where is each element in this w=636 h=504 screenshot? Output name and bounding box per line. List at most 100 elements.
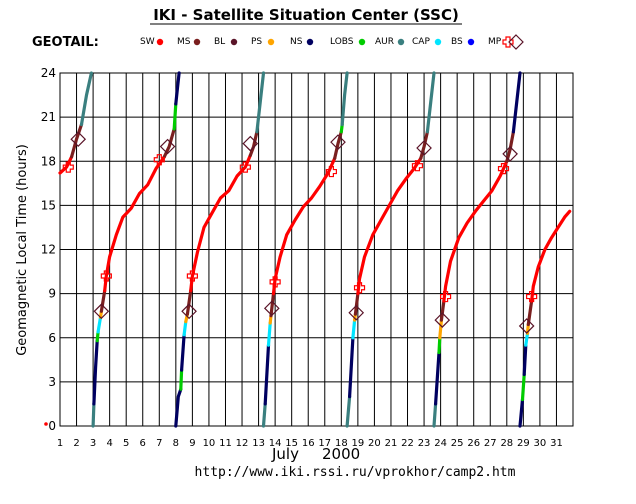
x-tick-label: 20 <box>368 438 381 449</box>
bs-diamond-marker <box>70 131 87 148</box>
x-axis-ticks: 1 2 3 4 5 6 7 8 9 10 11 12 13 14 15 16 17 18 19 20 21 22 23 24 2… <box>57 438 563 449</box>
orbit-segment-ms <box>505 130 516 163</box>
orbit-segment-cap <box>351 318 357 340</box>
bs-diamond-marker <box>348 304 365 321</box>
x-tick-label: 5 <box>123 438 129 449</box>
orbit-segment-ms <box>439 299 446 322</box>
legend-label-ms: MS <box>177 37 191 47</box>
orbit-segment-ns <box>511 71 522 134</box>
legend: SW MS BL PS NS LOBS AUR CAP BS MP <box>140 34 524 50</box>
bs-diamond-marker <box>330 134 346 150</box>
orbit-segment-sw <box>103 155 166 293</box>
x-tick-label: 9 <box>189 438 195 449</box>
satellite-name: GEOTAIL: <box>32 35 99 50</box>
orbit-segment-cap <box>182 320 188 337</box>
bs-diamond-marker <box>242 135 259 152</box>
legend-marker-aur <box>397 38 405 46</box>
orbit-segment-aur <box>261 402 267 428</box>
orbit-segment-aur <box>345 395 352 428</box>
mp-crossing-marker <box>153 154 165 166</box>
legend-marker-ns <box>306 38 314 46</box>
x-tick-label: 23 <box>418 438 431 449</box>
orbit-segment-ms <box>333 130 343 160</box>
orbit-segment-aur <box>340 71 349 127</box>
orbit-segment-ns <box>92 339 99 406</box>
legend-marker-cap <box>434 38 442 46</box>
bs-diamond-marker <box>434 312 451 328</box>
mp-crossing-marker <box>239 161 251 173</box>
bs-diamond-marker <box>518 318 535 334</box>
orbit-segment-cap <box>96 315 103 334</box>
mp-crossing-marker <box>100 270 112 282</box>
orbit-segment-ns <box>174 71 181 106</box>
legend-marker-bl <box>230 38 238 46</box>
legend-marker-bs <box>467 38 475 46</box>
bs-diamond-marker <box>416 140 432 156</box>
y-tick-label: 12 <box>41 243 56 257</box>
y-tick-label: 0 <box>48 419 56 433</box>
orbit-segment-ns <box>174 387 183 428</box>
x-tick-label: 15 <box>285 438 298 449</box>
orbit-segment-sw <box>189 153 252 293</box>
orbit-segment-ns <box>434 350 441 406</box>
x-tick-label: 31 <box>550 438 563 449</box>
mp-crossing-marker <box>411 160 424 172</box>
mp-crossing-marker <box>186 270 198 282</box>
mp-crossing-marker <box>353 282 366 294</box>
orbit-series <box>58 71 572 428</box>
orbit-segment-ns <box>180 333 186 372</box>
x-tick-label: 1 <box>57 438 63 449</box>
mp-crossing-marker <box>325 165 337 178</box>
bs-diamond-marker <box>502 146 518 162</box>
orbit-segment-sw <box>356 156 423 296</box>
orbit-segment-ms <box>69 122 84 159</box>
orbit-segment-lobs <box>172 102 178 131</box>
orbit-segment-aur <box>432 402 438 428</box>
x-tick-label: 19 <box>352 438 365 449</box>
x-tick-label: 14 <box>269 438 282 449</box>
x-tick-label: 21 <box>385 438 398 449</box>
orbit-segment-ns <box>518 397 525 428</box>
orbit-segment-sw <box>529 209 572 303</box>
orbit-segment-ns <box>522 343 528 377</box>
orbit-segment-ms <box>269 292 276 318</box>
orbit-segment-lobs <box>437 336 442 355</box>
x-tick-label: 27 <box>484 438 497 449</box>
x-tick-label: 17 <box>318 438 331 449</box>
y-axis-label: Geomagnetic Local Time (hours) <box>15 144 30 356</box>
mp-crossing-marker <box>439 290 452 303</box>
x-tick-label: 12 <box>236 438 249 449</box>
orbit-segment-ps <box>438 318 443 340</box>
orbit-segment-sw <box>58 155 74 175</box>
x-tick-label: 30 <box>534 438 547 449</box>
legend-label-bl: BL <box>214 37 225 47</box>
x-tick-label: 26 <box>467 438 480 449</box>
x-tick-label: 28 <box>500 438 513 449</box>
orbit-segment-ns <box>263 343 271 406</box>
mp-crossing-marker <box>526 290 538 303</box>
x-tick-label: 3 <box>90 438 96 449</box>
x-tick-label: 2 <box>73 438 79 449</box>
y-tick-label: 3 <box>48 375 56 389</box>
x-tick-label: 13 <box>252 438 265 449</box>
orbit-segment-ms <box>419 130 429 160</box>
legend-label-sw: SW <box>140 37 155 47</box>
footer-url: http://www.iki.rssi.ru/vprokhor/camp2.ht… <box>195 465 516 480</box>
x-tick-label: 7 <box>156 438 162 449</box>
y-tick-label: 18 <box>41 154 56 168</box>
bs-diamond-marker <box>159 138 176 155</box>
x-tick-label: 22 <box>401 438 414 449</box>
boundary-markers <box>62 131 538 334</box>
legend-marker-mp <box>502 36 514 48</box>
orbit-segment-aur <box>425 71 436 134</box>
y-tick-label: 15 <box>41 198 56 212</box>
y-tick-label: 9 <box>48 287 56 301</box>
x-axis-month: July <box>271 445 299 463</box>
orbit-segment-aur <box>91 402 96 428</box>
y-tick-label: 21 <box>41 110 56 124</box>
bs-diamond-marker <box>181 303 197 320</box>
orbit-segment-lobs <box>520 372 526 402</box>
x-tick-label: 18 <box>335 438 348 449</box>
bs-diamond-marker <box>263 300 280 317</box>
legend-label-cap: CAP <box>412 37 430 47</box>
